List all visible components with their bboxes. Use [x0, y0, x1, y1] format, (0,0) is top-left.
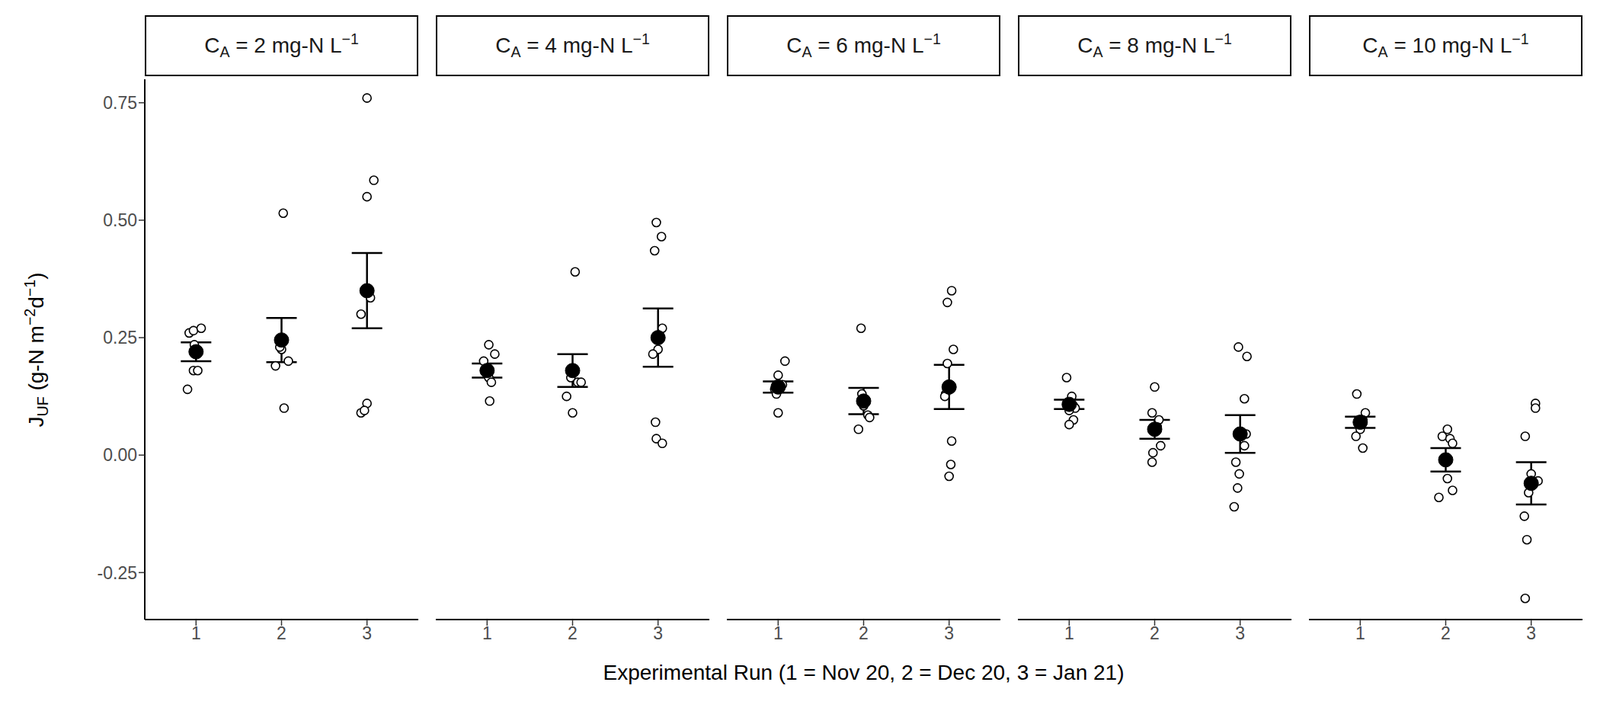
svg-text:3: 3	[944, 623, 954, 644]
html-text:(g-N m: (g-N m	[24, 325, 48, 397]
html-text:J: J	[24, 416, 48, 427]
html-text:CA= 2 mg-N L−1: CA= 2 mg-N L−1	[204, 30, 359, 61]
svg-text:0.00: 0.00	[102, 444, 138, 465]
svg-text:3: 3	[1526, 623, 1536, 644]
svg-text:1: 1	[191, 623, 202, 644]
svg-text:3: 3	[361, 623, 372, 644]
html-text:UF: UF	[34, 396, 51, 416]
svg-text:-0.25: -0.25	[97, 563, 138, 583]
html-text:CA= 8 mg-N L−1: CA= 8 mg-N L−1	[1077, 30, 1232, 61]
svg-text:0.50: 0.50	[102, 210, 138, 231]
svg-text:0.75: 0.75	[102, 92, 138, 113]
svg-text:2: 2	[567, 623, 578, 644]
svg-text:1: 1	[1355, 623, 1366, 644]
svg-text:2: 2	[1440, 623, 1451, 644]
svg-text:2: 2	[276, 623, 287, 644]
svg-text:1: 1	[1064, 623, 1075, 644]
html-text:−1: −1	[21, 279, 39, 297]
svg-text:2: 2	[858, 623, 869, 644]
svg-text:0.25: 0.25	[102, 327, 138, 348]
html-text:CA= 4 mg-N L−1: CA= 4 mg-N L−1	[495, 30, 650, 61]
svg-text:1: 1	[773, 623, 784, 644]
svg-text:2: 2	[1149, 623, 1160, 644]
html-text:CA= 6 mg-N L−1: CA= 6 mg-N L−1	[786, 30, 941, 61]
html-text:Experimental Run (1 = Nov 20,: Experimental Run (1 = Nov 20, 2 = Dec 20…	[603, 660, 1125, 685]
html-text:d: d	[24, 296, 48, 308]
svg-text:1: 1	[482, 623, 493, 644]
html-text:CA= 10 mg-N L−1: CA= 10 mg-N L−1	[1362, 30, 1529, 61]
svg-text:3: 3	[652, 623, 663, 644]
html-text:−2: −2	[21, 307, 39, 326]
svg-text:3: 3	[1235, 623, 1245, 644]
